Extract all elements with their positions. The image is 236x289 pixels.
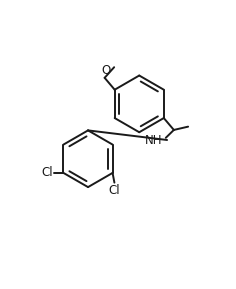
Text: O: O xyxy=(101,64,110,77)
Text: NH: NH xyxy=(145,134,163,147)
Text: Cl: Cl xyxy=(109,184,120,197)
Text: Cl: Cl xyxy=(42,166,53,179)
